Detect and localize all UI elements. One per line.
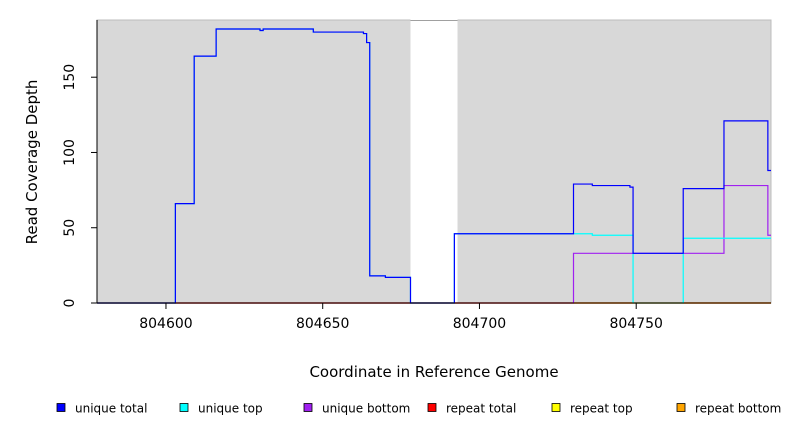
x-axis-title: Coordinate in Reference Genome <box>309 363 558 381</box>
series-line-unique-bottom <box>97 184 771 304</box>
legend-swatch-unique-bottom <box>303 403 313 412</box>
y-tick-label-100: 100 <box>62 139 78 166</box>
plot-panel <box>96 19 772 304</box>
legend-label-unique-top: unique top <box>198 402 263 416</box>
legend-label-repeat-total: repeat total <box>446 402 516 416</box>
x-tick-label-804750: 804750 <box>609 316 662 332</box>
legend-label-repeat-top: repeat top <box>570 402 633 416</box>
legend-swatch-unique-top <box>179 403 189 412</box>
axes: 804600 804650 804700 804750 0 50 100 150 <box>62 20 771 332</box>
legend-swatch-repeat-top <box>551 403 561 412</box>
series-line-unique-total <box>97 28 771 304</box>
y-axis-title: Read Coverage Depth <box>23 80 41 245</box>
x-tick-label-804700: 804700 <box>453 316 506 332</box>
legend: unique total unique top unique bottom repea… <box>56 402 781 416</box>
legend-swatch-unique-total <box>56 403 66 412</box>
legend-label-repeat-bottom: repeat bottom <box>695 402 781 416</box>
y-tick-label-50: 50 <box>62 219 78 237</box>
y-tick-label-0: 0 <box>62 299 78 308</box>
y-tick-label-150: 150 <box>62 64 78 91</box>
legend-swatch-repeat-bottom <box>676 403 686 412</box>
x-tick-label-804600: 804600 <box>139 316 192 332</box>
legend-label-unique-bottom: unique bottom <box>322 402 410 416</box>
x-tick-label-804650: 804650 <box>296 316 349 332</box>
legend-swatch-repeat-total <box>427 403 437 412</box>
legend-label-unique-total: unique total <box>75 402 147 416</box>
unshaded-region-0 <box>410 19 458 303</box>
